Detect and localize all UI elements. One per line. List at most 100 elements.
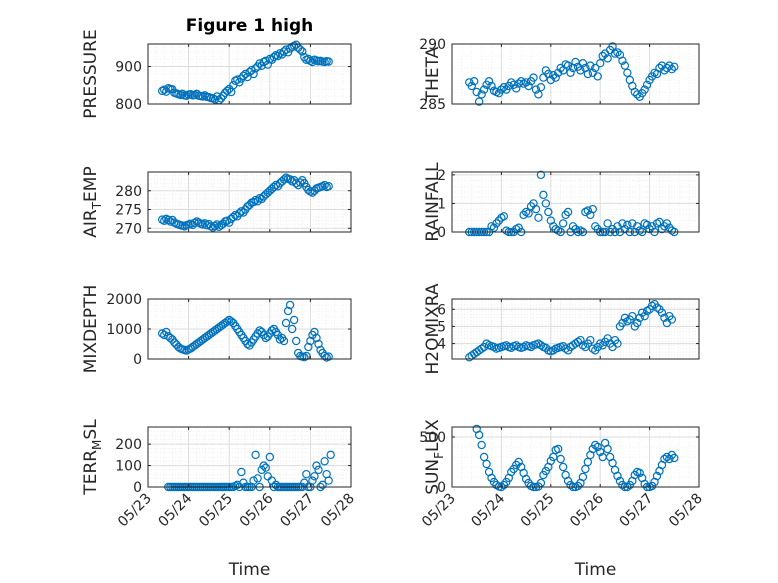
data-point: [514, 457, 523, 467]
data-point: [253, 474, 262, 483]
data-point: [235, 209, 244, 218]
data-point: [294, 180, 303, 190]
data-point: [320, 457, 329, 466]
data-point: [596, 339, 605, 348]
data-point: [222, 317, 232, 326]
data-point: [324, 352, 333, 361]
y-tick-label: 100: [115, 459, 142, 475]
data-point: [670, 62, 679, 72]
data-point: [233, 75, 242, 84]
data-point: [249, 69, 258, 79]
axes-box: [147, 171, 352, 233]
data-point: [314, 465, 323, 475]
data-point: [245, 67, 254, 77]
data-point: [212, 220, 222, 229]
data-point: [487, 81, 496, 91]
data-point: [269, 52, 279, 62]
data-point: [190, 218, 199, 228]
data-point: [623, 220, 632, 230]
data-point: [534, 213, 543, 222]
data-point: [285, 300, 295, 310]
data-point: [160, 85, 169, 94]
data-point: [546, 75, 556, 85]
data-point: [261, 463, 270, 472]
data-point: [591, 440, 600, 450]
data-point: [310, 472, 319, 481]
data-point: [296, 178, 305, 187]
data-point: [216, 94, 226, 103]
data-point: [289, 315, 299, 325]
data-point: [269, 182, 279, 192]
data-point: [492, 219, 501, 228]
y-tick-label: 280: [115, 184, 142, 200]
data-point: [558, 219, 568, 228]
data-point: [526, 342, 536, 352]
data-point: [665, 223, 674, 232]
data-point: [591, 222, 600, 231]
axes-box: [147, 426, 352, 488]
x-axis-label: Time: [574, 560, 617, 580]
data-point: [239, 71, 248, 81]
x-tick-label: 05/27: [277, 491, 317, 531]
data-point: [531, 204, 541, 214]
data-point: [324, 57, 333, 66]
data-point: [576, 66, 585, 75]
data-point: [549, 452, 558, 462]
data-point: [613, 48, 622, 57]
data-point: [541, 199, 551, 208]
data-point: [583, 69, 593, 79]
data-point: [613, 339, 622, 348]
data-point: [320, 351, 329, 361]
data-point: [524, 81, 533, 91]
data-point: [642, 220, 652, 230]
data-point: [312, 461, 321, 470]
data-point: [320, 180, 329, 190]
x-tick-label: 05/24: [468, 490, 508, 530]
subplot-3: 270 275 280 AIRTEMP: [81, 166, 352, 238]
data-point: [519, 210, 528, 220]
y-axis-label: H2OMIXRA: [423, 283, 443, 374]
axes-box: [451, 298, 700, 360]
chart-title: Figure 1 high: [186, 16, 314, 36]
subplot-5: 0 1000 2000 MIXDEPTH: [81, 285, 352, 373]
data-point: [310, 327, 319, 337]
y-tick-label: 0: [133, 480, 142, 496]
data-point: [312, 333, 321, 343]
data-point: [618, 318, 627, 328]
data-point: [273, 51, 283, 61]
y-axis-label: THETA: [423, 46, 443, 102]
data-point: [571, 224, 580, 234]
data-point: [640, 85, 649, 94]
data-point: [279, 175, 289, 184]
plot-area: [452, 299, 699, 359]
data-point: [563, 207, 573, 217]
y-tick-label: 900: [115, 60, 142, 76]
x-tick-label: 05/27: [617, 491, 657, 531]
data-point: [633, 222, 642, 231]
data-point: [287, 324, 297, 334]
data-point: [474, 430, 484, 440]
axes-box: [147, 43, 352, 105]
data-point: [470, 76, 479, 86]
data-point: [237, 467, 246, 477]
y-axis-label: PRESSURE: [81, 29, 101, 118]
y-tick-label: 290: [419, 37, 446, 53]
data-point: [635, 468, 644, 478]
data-point: [314, 339, 323, 349]
data-point: [251, 450, 260, 460]
y-axis-label: SUNFLUX: [423, 419, 446, 495]
data-point: [499, 82, 509, 92]
data-point: [472, 87, 481, 97]
data-point: [499, 212, 509, 221]
data-point: [300, 353, 309, 362]
data-point: [326, 450, 335, 460]
data-point: [539, 190, 548, 200]
data-point: [588, 204, 597, 214]
data-point: [477, 90, 486, 99]
data-point: [300, 52, 309, 62]
data-point: [598, 51, 607, 61]
data-point: [524, 209, 533, 218]
data-point: [549, 222, 558, 231]
y-tick-label: 0: [133, 352, 142, 368]
data-point: [660, 454, 669, 464]
